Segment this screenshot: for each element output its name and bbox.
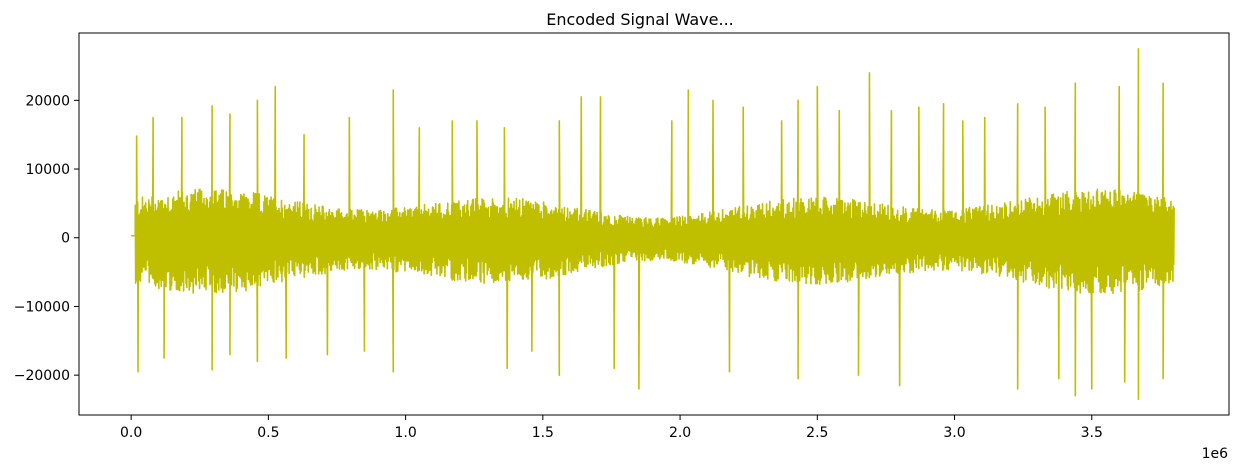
x-tick-label: 1.5 <box>532 425 554 441</box>
x-tick-label: 0.0 <box>120 425 142 441</box>
x-tick-label: 0.5 <box>257 425 279 441</box>
x-tick-label: 3.0 <box>943 425 965 441</box>
y-tick-label: −20000 <box>14 368 70 384</box>
y-tick-label: −10000 <box>14 299 70 315</box>
x-tick-label: 3.5 <box>1081 425 1103 441</box>
y-tick-label: 0 <box>61 231 70 247</box>
x-axis: 0.0 0.5 1.0 1.5 2.0 2.5 3.0 3.5 <box>120 415 1103 441</box>
series-layer <box>131 48 1175 400</box>
x-axis-offset-label: 1e6 <box>1202 446 1229 462</box>
y-tick-label: 10000 <box>25 162 70 178</box>
signal-wave-line <box>131 48 1175 400</box>
y-tick-label: 20000 <box>25 93 70 109</box>
chart-title: Encoded Signal Wave... <box>546 10 733 29</box>
x-tick-label: 2.5 <box>806 425 828 441</box>
y-axis: −20000 −10000 0 10000 20000 <box>14 93 79 384</box>
x-tick-label: 1.0 <box>394 425 416 441</box>
x-tick-label: 2.0 <box>669 425 691 441</box>
